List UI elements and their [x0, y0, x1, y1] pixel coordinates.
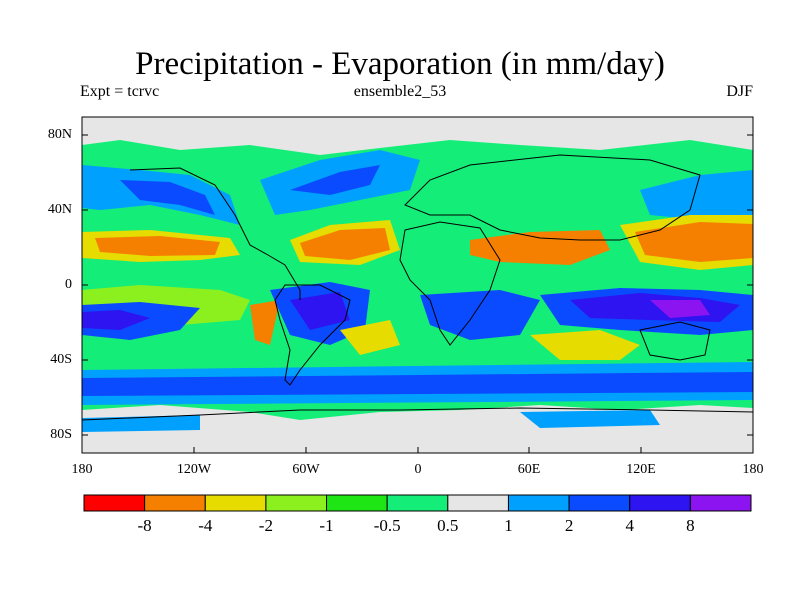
- arabia-dry: [470, 230, 610, 265]
- s-atlantic-subtropics: [340, 320, 400, 355]
- season-label: DJF: [726, 83, 753, 100]
- n-atlantic-core: [290, 165, 380, 195]
- lon-label-120e: 120E: [626, 462, 656, 477]
- antarctic-coast-east: [520, 410, 660, 428]
- colorbar-label: -4: [198, 516, 213, 535]
- colorbar-label: 2: [564, 516, 574, 535]
- coastlines: [82, 154, 753, 421]
- n-atlantic-subtropics-dry: [300, 228, 390, 260]
- ensemble-label: ensemble2_53: [353, 83, 447, 100]
- coast-south-america: [274, 284, 351, 386]
- lon-label-180e: 180: [742, 462, 764, 477]
- coast-antarctica: [82, 407, 753, 421]
- lon-label-120w: 120W: [176, 462, 212, 477]
- s-indian-subtropics: [530, 330, 640, 360]
- lon-label-180w: 180: [71, 462, 93, 477]
- colorbar: [83, 494, 752, 512]
- s-africa-convergence: [420, 290, 540, 340]
- lat-label-80s: 80S: [50, 427, 72, 442]
- colorbar-label: 8: [686, 516, 695, 535]
- lon-label-0: 0: [414, 462, 422, 477]
- experiment-label: Expt = tcrvc: [80, 83, 160, 100]
- coast-north-america: [129, 167, 301, 300]
- arctic-region: [82, 117, 753, 155]
- warm-pool-max: [650, 300, 710, 318]
- lat-label-0: 0: [65, 277, 72, 292]
- lat-label-80n: 80N: [47, 127, 72, 142]
- coast-eurasia: [404, 154, 701, 241]
- colorbar-swatch-2: [144, 494, 206, 512]
- lon-label-60e: 60E: [517, 462, 541, 477]
- n-pacific-subtropics-dry: [95, 236, 220, 256]
- colorbar-swatch-11: [689, 494, 752, 512]
- lat-label-40s: 40S: [50, 352, 72, 367]
- colorbar-label: 0.5: [437, 516, 459, 535]
- n-pacific-track-west: [640, 170, 753, 220]
- subtropical-w-pacific-dry: [635, 222, 753, 262]
- lon-label-60w: 60W: [292, 462, 320, 477]
- colorbar-swatch-4: [265, 494, 328, 512]
- colorbar-label: -1: [319, 516, 334, 535]
- colorbar-swatch-8: [507, 494, 570, 512]
- colorbar-swatch-6: [386, 494, 449, 512]
- colorbar-swatch-7: [447, 494, 509, 512]
- coast-africa: [399, 221, 501, 346]
- lat-label-40n: 40N: [47, 202, 72, 217]
- colorbar-label: -0.5: [373, 516, 401, 535]
- precip-evap-field: [82, 117, 753, 453]
- colorbar-label: -2: [258, 516, 273, 535]
- colorbar-swatch-1: [83, 494, 146, 512]
- spcz-core: [82, 310, 150, 330]
- colorbar-swatch-10: [629, 494, 691, 512]
- axis-ticks: [82, 134, 753, 453]
- colorbar-label: 1: [504, 516, 513, 535]
- amazon-core: [290, 292, 350, 330]
- coast-australia: [639, 321, 711, 361]
- colorbar-label: -8: [137, 516, 152, 535]
- colorbar-label: 4: [625, 516, 634, 535]
- colorbar-swatch-9: [568, 494, 631, 512]
- n-pacific-core: [120, 180, 215, 215]
- colorbar-swatch-3: [204, 494, 267, 512]
- map-title: Precipitation - Evaporation (in mm/day): [135, 46, 665, 82]
- southern-ocean-core: [82, 372, 753, 396]
- colorbar-swatch-5: [326, 494, 388, 512]
- se-pacific-dry: [250, 300, 280, 345]
